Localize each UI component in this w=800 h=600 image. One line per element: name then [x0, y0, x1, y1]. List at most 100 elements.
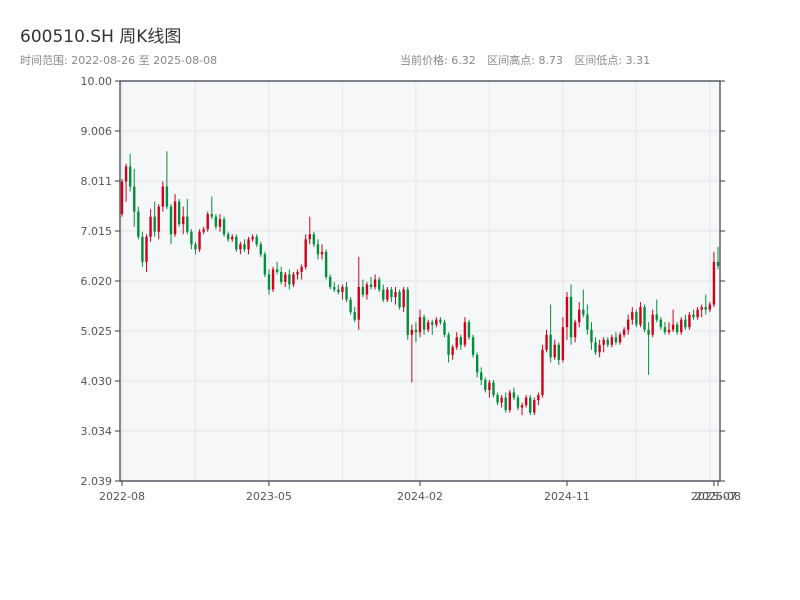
candle: [349, 297, 352, 315]
candle: [496, 392, 499, 406]
candle-body: [463, 322, 467, 345]
candle-body: [145, 236, 148, 262]
candle: [406, 287, 409, 340]
candle-body: [194, 244, 197, 250]
candle: [328, 274, 332, 290]
candle: [300, 264, 303, 280]
candle-body: [667, 329, 671, 333]
candle-body: [357, 287, 360, 320]
x-tick-label: 2023-05: [246, 490, 292, 503]
candle-body: [128, 166, 132, 187]
candle-body: [235, 236, 238, 250]
candle: [675, 322, 679, 335]
candle: [369, 276, 373, 290]
candle-body: [337, 289, 340, 293]
candle-body: [169, 206, 173, 235]
x-tick-label: 2025-08: [695, 490, 741, 503]
candle-body: [255, 236, 258, 245]
candle: [316, 239, 320, 260]
candle: [508, 390, 512, 413]
candle-body: [443, 322, 446, 335]
candle: [586, 304, 589, 335]
candle-body: [622, 329, 626, 335]
candle: [471, 334, 475, 358]
candle-body: [361, 287, 365, 295]
candle-body: [520, 405, 524, 408]
y-tick-label: 4.030: [81, 375, 113, 388]
candle-body: [296, 271, 299, 275]
candle-body: [402, 289, 405, 308]
candle-body: [529, 397, 532, 413]
candle: [467, 319, 471, 340]
candle: [447, 332, 450, 363]
candle: [120, 178, 124, 217]
candle-body: [561, 327, 565, 360]
candle: [304, 234, 307, 270]
candle: [590, 322, 593, 350]
candle: [451, 344, 454, 360]
candle: [361, 279, 365, 298]
candle-body: [537, 395, 540, 401]
candle: [651, 309, 654, 338]
candle-body: [484, 379, 487, 391]
candle-body: [190, 231, 193, 245]
candle: [186, 199, 189, 235]
candle-body: [390, 289, 393, 298]
candle-body: [696, 309, 699, 318]
candle-body: [578, 309, 581, 323]
candle-body: [614, 337, 618, 343]
candle: [520, 402, 524, 416]
candle-body: [275, 269, 279, 272]
candle: [635, 309, 638, 328]
candle: [549, 304, 552, 363]
candle-body: [182, 216, 185, 225]
candle-body: [300, 266, 303, 272]
y-tick-label: 9.006: [81, 125, 113, 138]
candle: [594, 337, 597, 355]
candle: [394, 287, 397, 305]
candle-body: [586, 314, 589, 330]
candle-body: [688, 314, 691, 328]
candle: [667, 322, 671, 335]
candle: [500, 395, 503, 408]
candle: [545, 329, 548, 353]
candle-body: [328, 276, 332, 288]
y-tick-label: 10.00: [81, 75, 113, 88]
candle-series: [120, 151, 720, 416]
candle: [280, 266, 283, 285]
candle: [312, 231, 316, 247]
candle: [173, 194, 177, 237]
candle: [337, 284, 340, 295]
range-high-label: 区间高点:: [487, 54, 535, 67]
candle: [284, 271, 287, 288]
range-high-value: 8.73: [538, 54, 563, 67]
candle: [194, 241, 197, 255]
candle-body: [504, 397, 507, 411]
candle: [569, 284, 573, 345]
candle: [206, 211, 209, 232]
y-tick-label: 8.011: [81, 175, 113, 188]
candle-body: [573, 322, 577, 338]
candle-body: [708, 304, 712, 310]
candle-body: [177, 201, 181, 225]
candle-body: [267, 274, 271, 290]
candle-body: [120, 181, 124, 215]
candle: [377, 276, 381, 293]
candle-body: [643, 307, 646, 330]
candle: [333, 281, 336, 293]
candle: [524, 395, 528, 408]
candle-body: [631, 312, 634, 320]
candle-body: [651, 314, 654, 335]
range-label: 时间范围:: [20, 54, 68, 67]
candle-body: [377, 279, 381, 290]
candle: [271, 266, 275, 293]
candle: [410, 324, 414, 383]
candle: [459, 334, 463, 350]
candle-body: [426, 322, 430, 330]
candle-body: [345, 287, 348, 300]
candle-body: [137, 211, 140, 237]
candle-body: [639, 307, 642, 325]
candle: [663, 322, 667, 335]
candle-body: [549, 334, 552, 358]
